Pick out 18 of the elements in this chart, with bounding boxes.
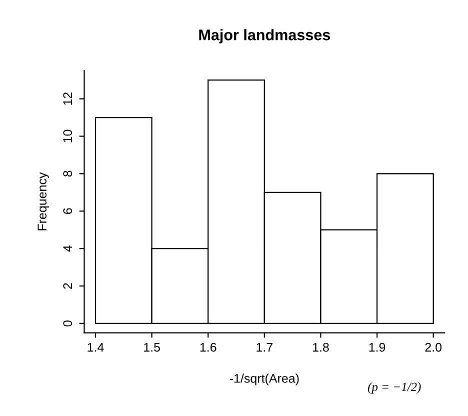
x-tick-label: 1.8 xyxy=(312,342,329,352)
x-tick-label: 1.5 xyxy=(144,342,160,352)
y-axis-title: Frequency xyxy=(38,172,49,230)
y-tick-label: 2 xyxy=(63,283,72,289)
x-tick-label: 2.0 xyxy=(425,342,442,352)
y-tick-label: 0 xyxy=(63,320,72,326)
x-tick-label: 1.6 xyxy=(200,342,216,352)
x-tick-label: 1.9 xyxy=(369,342,386,352)
y-tick-label: 4 xyxy=(63,245,72,252)
y-tick-label: 12 xyxy=(63,92,72,105)
y-tick-label: 6 xyxy=(63,208,72,214)
chart-title: Major landmasses xyxy=(199,29,330,44)
y-tick-label: 10 xyxy=(63,130,72,142)
x-tick-label: 1.7 xyxy=(256,342,272,352)
text: (p = −1/2) xyxy=(368,382,421,394)
y-tick-label: 8 xyxy=(63,170,72,177)
x-tick-label: 1.4 xyxy=(88,342,104,352)
x-axis-title: -1/sqrt(Area) xyxy=(230,374,299,386)
